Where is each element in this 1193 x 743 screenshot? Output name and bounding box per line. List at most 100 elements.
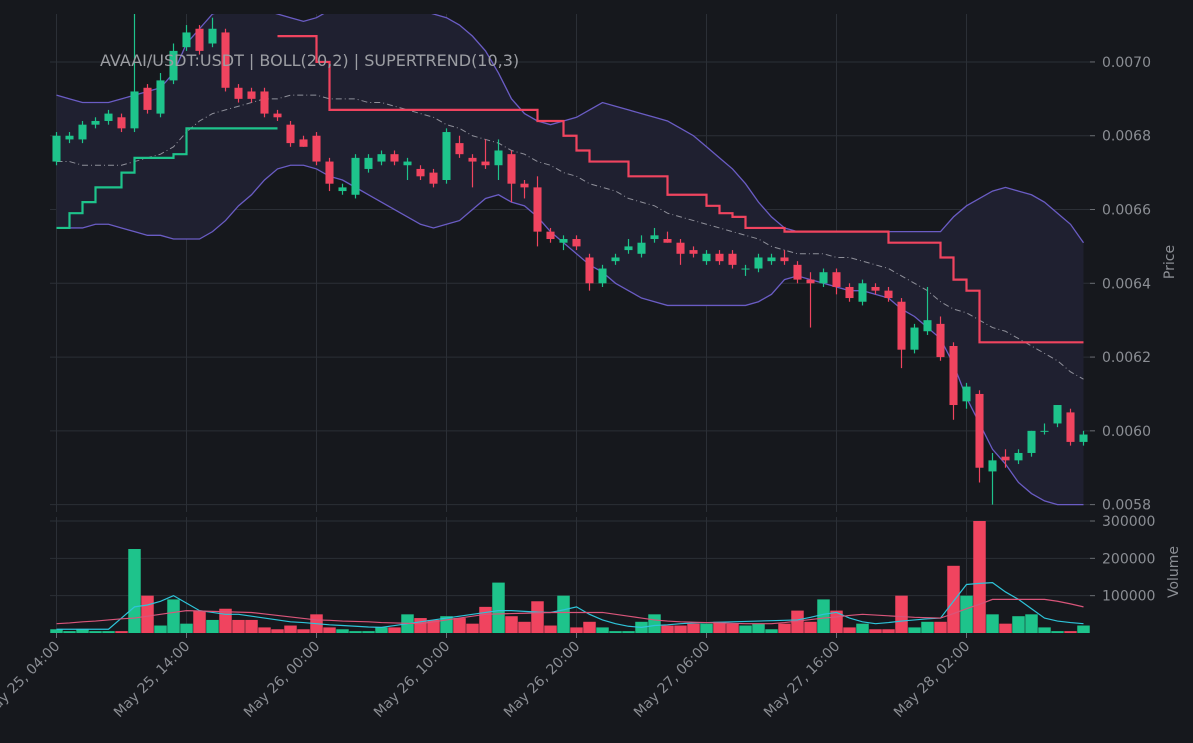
candle-body	[143, 87, 152, 110]
candle-body	[117, 117, 126, 129]
volume-ma	[56, 598, 1084, 625]
candle-body	[546, 231, 555, 240]
candle-body	[1001, 456, 1010, 461]
candle-body	[65, 135, 74, 140]
candle-body	[481, 161, 490, 166]
volume-bar	[492, 582, 505, 633]
candle-body	[949, 346, 958, 406]
volume-bar	[531, 601, 544, 633]
volume-bar	[336, 629, 349, 633]
candle-body	[572, 239, 581, 247]
volume-bar	[362, 631, 375, 633]
volume-bar	[947, 565, 960, 633]
volume-bar	[700, 623, 713, 633]
volume-bar	[752, 623, 765, 633]
candle-body	[91, 120, 100, 125]
candle-body	[520, 183, 529, 188]
volume-bar	[934, 621, 947, 633]
volume-bar	[1051, 631, 1064, 633]
candle-body	[1040, 430, 1049, 432]
volume-bar	[154, 625, 167, 633]
candle-body	[715, 253, 724, 262]
candle-body	[806, 279, 815, 284]
candle-body	[208, 28, 217, 44]
grid	[50, 14, 1090, 633]
bollinger-lower	[56, 164, 1084, 506]
candle-body	[871, 286, 880, 291]
volume-bar	[570, 627, 583, 633]
volume-bar	[1038, 627, 1051, 633]
volume-bar	[271, 629, 284, 633]
candle-body	[858, 283, 867, 302]
candle-body	[910, 327, 919, 350]
supertrend	[56, 127, 278, 230]
candle-body	[1079, 434, 1088, 442]
y-tick-label: 0.0058	[1102, 498, 1151, 514]
candle-body	[598, 268, 607, 284]
candle-body	[897, 301, 906, 350]
volume-bar	[674, 625, 687, 633]
candle-body	[169, 50, 178, 81]
volume-bar	[89, 631, 102, 633]
volume-bar	[804, 621, 817, 633]
volume-bar	[557, 595, 570, 633]
candle-body	[390, 154, 399, 162]
volume-bar	[466, 623, 479, 633]
price-plot	[52, 14, 1088, 506]
y-axis-label: Price	[1162, 245, 1178, 279]
volume-bar	[687, 623, 700, 633]
candle-body	[702, 253, 711, 262]
candle-body	[611, 257, 620, 262]
volume-bar	[50, 629, 63, 633]
candle-body	[988, 460, 997, 472]
candle-body	[52, 135, 61, 162]
volume-bar	[232, 619, 245, 633]
volume-bar	[193, 610, 206, 633]
y-tick-label: 0.0066	[1102, 203, 1151, 219]
volume-bar	[778, 623, 791, 633]
candle-body	[182, 32, 191, 48]
y-tick-label: 0.0064	[1102, 276, 1151, 292]
volume-bar	[583, 621, 596, 633]
volume-bar	[388, 627, 401, 633]
volume-bar	[726, 623, 739, 633]
volume-bar	[206, 619, 219, 633]
volume-bar	[349, 631, 362, 633]
volume-bar	[661, 625, 674, 633]
candle-body	[845, 286, 854, 299]
candle-body	[962, 386, 971, 402]
candle-body	[1027, 430, 1036, 453]
volume-bar	[791, 610, 804, 633]
candle-body	[1053, 405, 1062, 424]
volume-bar	[817, 599, 830, 633]
candle-body	[299, 139, 308, 147]
bollinger-middle	[56, 94, 1084, 380]
candle-body	[130, 91, 139, 129]
bollinger-upper	[56, 14, 1085, 244]
candle-body	[494, 150, 503, 166]
candle-body	[689, 250, 698, 254]
volume-bar	[739, 625, 752, 633]
candle-body	[754, 257, 763, 269]
candle-body	[676, 242, 685, 254]
candle-body	[884, 290, 893, 299]
volume-bar	[180, 623, 193, 633]
volume-bar	[622, 631, 635, 633]
y-tick-label: 0.0070	[1102, 55, 1151, 71]
candle-body	[585, 257, 594, 284]
candle-body	[728, 253, 737, 265]
candle-body	[741, 268, 750, 270]
candle-body	[936, 323, 945, 358]
volume-bar	[986, 614, 999, 633]
y-tick-label: 0.0068	[1102, 129, 1151, 145]
volume-bar	[76, 629, 89, 633]
volume-bar	[297, 629, 310, 633]
candle-body	[442, 132, 451, 180]
volume-bar	[284, 625, 297, 633]
volume-ma	[56, 581, 1084, 630]
volume-bar	[856, 623, 869, 633]
volume-bar	[427, 619, 440, 633]
y2-axis-label: Volume	[1166, 546, 1182, 598]
candle-body	[312, 135, 321, 162]
